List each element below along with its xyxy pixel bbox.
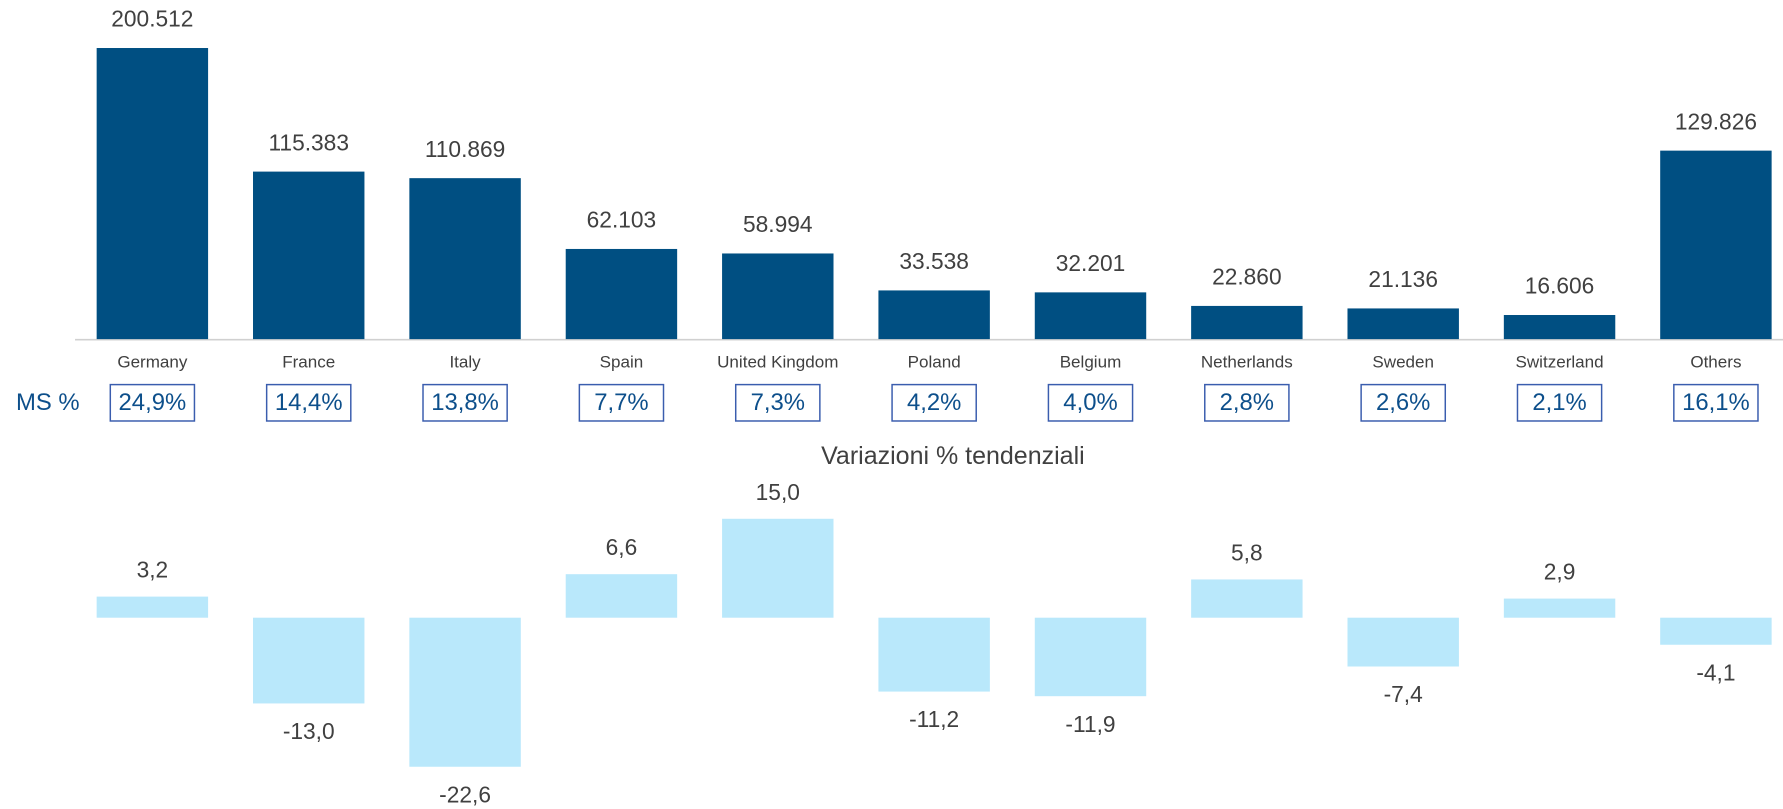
bar <box>96 48 209 340</box>
data-label: 2,9 <box>1544 559 1576 585</box>
bar <box>1034 617 1147 697</box>
data-label: 15,0 <box>756 479 800 505</box>
share-box <box>578 383 665 422</box>
data-label: 6,6 <box>606 534 638 560</box>
share-box <box>265 383 352 422</box>
bar <box>565 574 678 618</box>
x-tick-label: Sweden <box>1372 352 1434 371</box>
data-label: 58.994 <box>743 211 813 237</box>
share-value: 2,6% <box>1376 389 1430 416</box>
bar <box>1503 598 1616 618</box>
bar <box>722 253 834 340</box>
data-label: 21.136 <box>1368 266 1438 292</box>
share-box <box>1204 383 1290 422</box>
share-value: 7,7% <box>594 389 648 416</box>
bar <box>1660 150 1772 340</box>
bar <box>96 596 209 618</box>
data-label: -11,2 <box>909 706 959 732</box>
data-label: 115.383 <box>268 129 349 155</box>
share-value: 4,2% <box>907 389 961 416</box>
x-tick-label: Others <box>1690 352 1741 371</box>
data-label: -4,1 <box>1696 659 1735 685</box>
data-label: 5,8 <box>1231 539 1263 565</box>
share-box <box>1047 383 1134 422</box>
bar <box>253 617 365 704</box>
data-label: -11,9 <box>1065 711 1115 737</box>
bar <box>409 178 521 340</box>
share-value: 2,1% <box>1532 389 1586 416</box>
share-box <box>891 383 977 422</box>
share-value: 2,8% <box>1220 389 1274 416</box>
data-label: -22,6 <box>439 781 491 807</box>
share-value: 4,0% <box>1063 389 1117 416</box>
x-tick-label: Germany <box>117 352 188 371</box>
data-label: -13,0 <box>283 718 335 744</box>
x-tick-label: United Kingdom <box>717 352 838 371</box>
bar <box>1660 617 1772 645</box>
bar <box>722 518 834 618</box>
data-label: 3,2 <box>137 557 169 583</box>
bar <box>409 617 521 767</box>
share-box <box>1673 383 1759 422</box>
share-box <box>1516 383 1603 422</box>
bar <box>253 171 365 340</box>
bar <box>565 248 678 340</box>
data-label: 33.538 <box>899 248 969 274</box>
x-tick-label: Netherlands <box>1201 352 1293 371</box>
x-tick-label: Italy <box>449 352 481 371</box>
share-box <box>734 383 821 422</box>
data-label: 32.201 <box>1056 250 1126 276</box>
data-label: 62.103 <box>587 207 657 233</box>
bar <box>878 290 990 340</box>
chart-title: Variazioni % tendenziali <box>821 442 1085 470</box>
data-label: -7,4 <box>1384 681 1423 707</box>
x-tick-label: Switzerland <box>1515 352 1603 371</box>
bar <box>1503 315 1616 340</box>
share-box <box>1360 383 1447 422</box>
share-value: 24,9% <box>119 389 187 416</box>
data-label: 110.869 <box>425 136 506 162</box>
x-tick-label: Poland <box>908 352 961 371</box>
bar <box>1034 292 1147 340</box>
data-label: 22.860 <box>1212 264 1282 290</box>
data-label: 129.826 <box>1675 108 1757 134</box>
bar <box>878 617 990 692</box>
data-label: 16.606 <box>1525 273 1595 299</box>
x-tick-label: Belgium <box>1060 352 1122 371</box>
x-tick-label: Spain <box>600 352 644 371</box>
share-label: MS % <box>16 389 80 416</box>
share-value: 7,3% <box>751 389 805 416</box>
bar <box>1347 308 1459 340</box>
bar <box>1191 305 1303 340</box>
share-box <box>422 383 508 422</box>
x-tick-label: France <box>282 352 335 371</box>
share-value: 16,1% <box>1682 389 1750 416</box>
bar <box>1347 617 1459 667</box>
share-value: 14,4% <box>275 389 343 416</box>
data-label: 200.512 <box>111 6 193 32</box>
bar <box>1191 579 1303 618</box>
share-box <box>109 383 196 422</box>
share-value: 13,8% <box>431 389 499 416</box>
